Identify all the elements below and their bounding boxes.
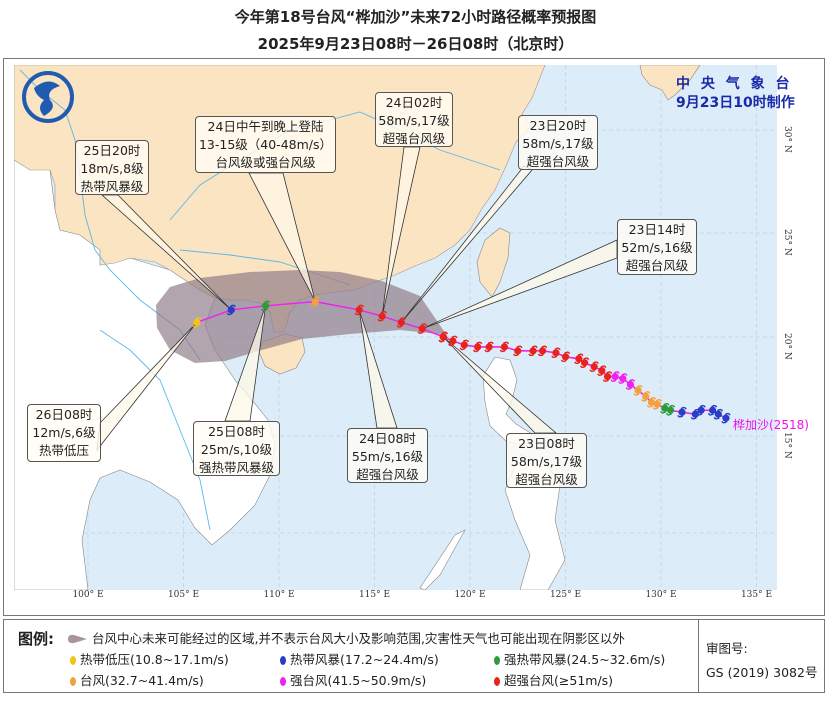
- past-track-point: [551, 347, 561, 359]
- forecast-label-25d20h: 25日20时 18m/s,8级 热带风暴级: [75, 140, 149, 195]
- past-track-point: [641, 391, 651, 402]
- review-label: 审图号:: [706, 641, 748, 656]
- td-symbol-icon: [70, 656, 76, 665]
- past-track-point: [690, 408, 701, 420]
- past-track-point: [579, 357, 590, 369]
- forecast-label-24d08h: 24日08时 55m/s,16级 超强台风级: [347, 428, 428, 483]
- map-title: 今年第18号台风“桦加沙”未来72小时路径概率预报图: [234, 8, 597, 26]
- past-track-point: [499, 341, 510, 353]
- forecast-point: [260, 300, 271, 312]
- legend-sts: 强热带风暴(24.5~32.6m/s): [494, 649, 665, 668]
- past-track-point: [513, 345, 523, 357]
- legend-ts: 热带风暴(17.2~24.4m/s): [280, 649, 439, 668]
- lon-tick-label: 105° E: [167, 590, 200, 600]
- forecast-label-23d20h: 23日20时 58m/s,17级 超强台风级: [518, 115, 598, 170]
- past-track-point: [560, 351, 571, 363]
- lon-tick-label: 130° E: [645, 590, 677, 600]
- past-track-point: [448, 335, 458, 347]
- past-track-point: [610, 371, 620, 382]
- forecast-label-24d02h: 24日02时 58m/s,17级 超强台风级: [375, 92, 453, 147]
- past-track-point: [537, 345, 548, 357]
- callout-pointer: [381, 146, 421, 317]
- lat-tick-label: 25° N: [782, 229, 792, 256]
- cma-logo-icon: [22, 71, 74, 123]
- legend-superty: 超强台风(≥51m/s): [494, 670, 613, 689]
- ty-symbol-icon: [70, 677, 76, 686]
- past-track-point: [660, 402, 670, 414]
- callout-pointer: [100, 194, 232, 311]
- palawan-land: [419, 529, 466, 590]
- forecast-point: [438, 331, 448, 343]
- legend-td: 热带低压(10.8~17.1m/s): [70, 649, 229, 668]
- lon-tick-label: 135° E: [740, 590, 773, 600]
- past-track-point: [472, 341, 483, 353]
- past-track-point: [652, 398, 662, 410]
- cone-swatch-icon: [68, 634, 87, 644]
- legend-divider: [698, 620, 699, 692]
- past-track-point: [713, 408, 723, 420]
- map-subtitle: 2025年9月23日08时－26日08时（北京时）: [257, 35, 574, 53]
- lat-tick-label: 15° N: [782, 432, 792, 459]
- agency-name: 中 央 气 象 台: [676, 76, 793, 92]
- past-track-point: [625, 379, 636, 390]
- legend-ty: 台风(32.7~41.4m/s): [70, 670, 204, 689]
- forecast-label-23d08h: 23日08时 58m/s,17级 超强台风级: [506, 433, 587, 488]
- lat-tick-label: 20° N: [782, 333, 792, 360]
- ts-symbol-icon: [280, 656, 286, 665]
- superty-symbol-icon: [494, 677, 500, 686]
- map-frame: [3, 58, 825, 616]
- past-track-point: [677, 406, 687, 418]
- sts-symbol-icon: [494, 656, 500, 665]
- japan-korea-land: [639, 65, 701, 101]
- sty-symbol-icon: [280, 677, 286, 686]
- callout-pointer: [248, 172, 316, 302]
- past-track-point: [707, 404, 718, 416]
- lat-tick-label: 30° N: [782, 126, 792, 153]
- past-track-point: [484, 341, 494, 353]
- forecast-points: [192, 296, 448, 343]
- legend: 图例: 台风中心未来可能经过的区域,并不表示台风大小及影响范围,灾害性天气也可能…: [3, 619, 825, 693]
- forecast-point: [226, 304, 236, 316]
- forecast-point: [192, 317, 202, 328]
- storm-name-label: 桦加沙(2518): [733, 418, 809, 432]
- forecast-point: [417, 323, 427, 335]
- probability-cone: [156, 270, 450, 363]
- review-number: GS (2019) 3082号: [706, 665, 818, 680]
- past-track-point: [721, 412, 731, 424]
- legend-title: 图例:: [18, 630, 54, 648]
- past-track-point: [574, 353, 584, 365]
- forecast-label-26d08h: 26日08时 12m/s,6级 热带低压: [27, 404, 101, 462]
- legend-sty: 强台风(41.5~50.9m/s): [280, 670, 426, 689]
- past-track-point: [665, 404, 676, 416]
- past-track-point: [618, 373, 628, 384]
- lon-tick-label: 115° E: [358, 590, 391, 600]
- forecast-point: [310, 296, 320, 307]
- past-track-point: [589, 361, 599, 373]
- past-track-point: [602, 371, 613, 382]
- past-track-point: [597, 365, 607, 376]
- forecast-label-25d08h: 25日08时 25m/s,10级 强热带风暴级: [193, 421, 280, 476]
- forecast-point: [354, 304, 364, 316]
- forecast-label-landfall: 24日中午到晚上登陆 13-15级（40-48m/s） 台风级或强台风级: [195, 116, 336, 173]
- lon-tick-label: 120° E: [454, 590, 486, 600]
- forecast-point: [377, 310, 387, 322]
- legend-cone: 台风中心未来可能经过的区域,并不表示台风大小及影响范围,灾害性天气也可能出现在阴…: [66, 628, 625, 647]
- forecast-label-23d14h: 23日14时 52m/s,16级 超强台风级: [617, 219, 697, 275]
- past-track-point: [459, 339, 469, 351]
- past-track-point: [633, 385, 643, 396]
- lon-tick-label: 100° E: [72, 590, 104, 600]
- lon-tick-label: 110° E: [263, 590, 295, 600]
- past-track-point: [646, 397, 657, 408]
- issue-time: 9月23日10时制作: [676, 95, 795, 111]
- forecast-point: [396, 317, 406, 328]
- callout-pointers: [96, 146, 618, 452]
- past-track-point: [528, 345, 538, 357]
- lon-tick-label: 125° E: [549, 590, 582, 600]
